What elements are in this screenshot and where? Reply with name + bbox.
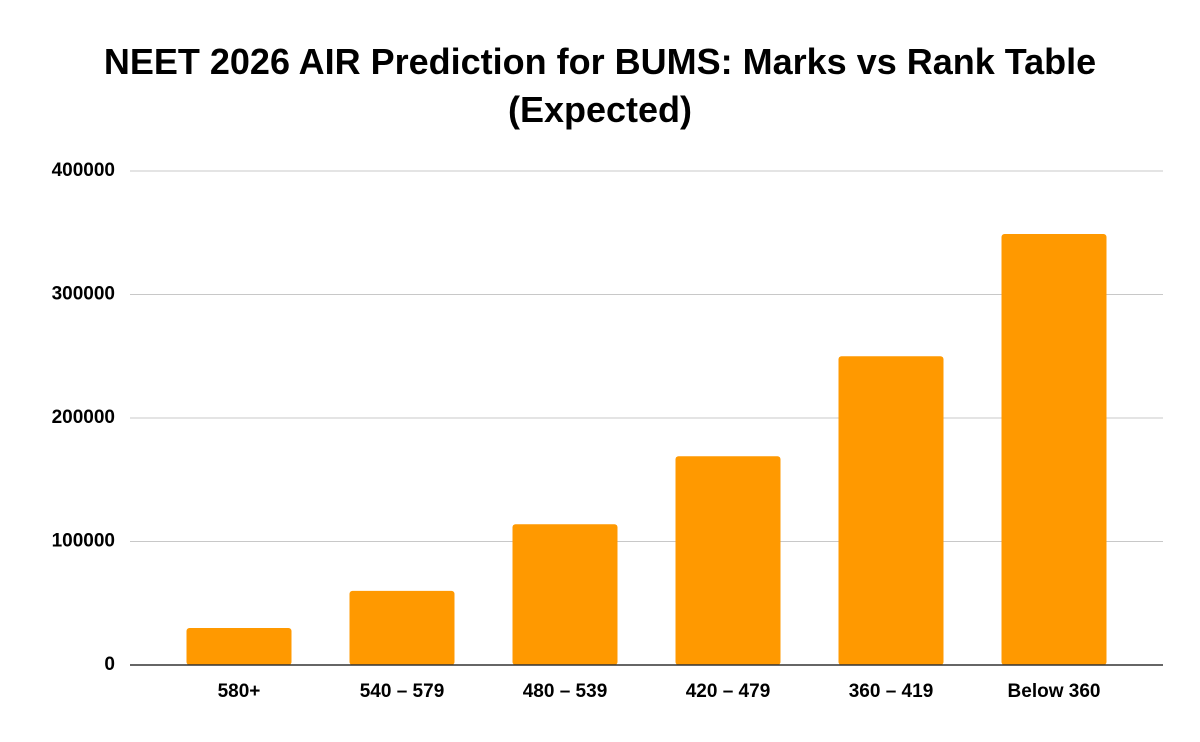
y-tick-label: 400000 <box>52 160 115 181</box>
y-tick-label: 300000 <box>52 284 115 305</box>
y-tick-label: 100000 <box>52 531 115 552</box>
x-tick-label: Below 360 <box>1008 681 1101 702</box>
bar <box>1001 233 1107 666</box>
x-tick-label: 480 – 539 <box>523 681 608 702</box>
bar <box>838 356 944 665</box>
x-tick-label: 420 – 479 <box>686 681 771 702</box>
bar <box>186 627 292 665</box>
bar <box>512 524 618 665</box>
chart-title: NEET 2026 AIR Prediction for BUMS: Marks… <box>103 41 1097 130</box>
bar <box>349 590 455 665</box>
y-tick-label: 200000 <box>52 407 115 428</box>
x-tick-label: 360 – 419 <box>849 681 934 702</box>
bar <box>675 456 781 665</box>
x-tick-label: 580+ <box>218 681 261 702</box>
x-tick-label: 540 – 579 <box>360 681 445 702</box>
y-tick-label: 0 <box>104 654 115 675</box>
